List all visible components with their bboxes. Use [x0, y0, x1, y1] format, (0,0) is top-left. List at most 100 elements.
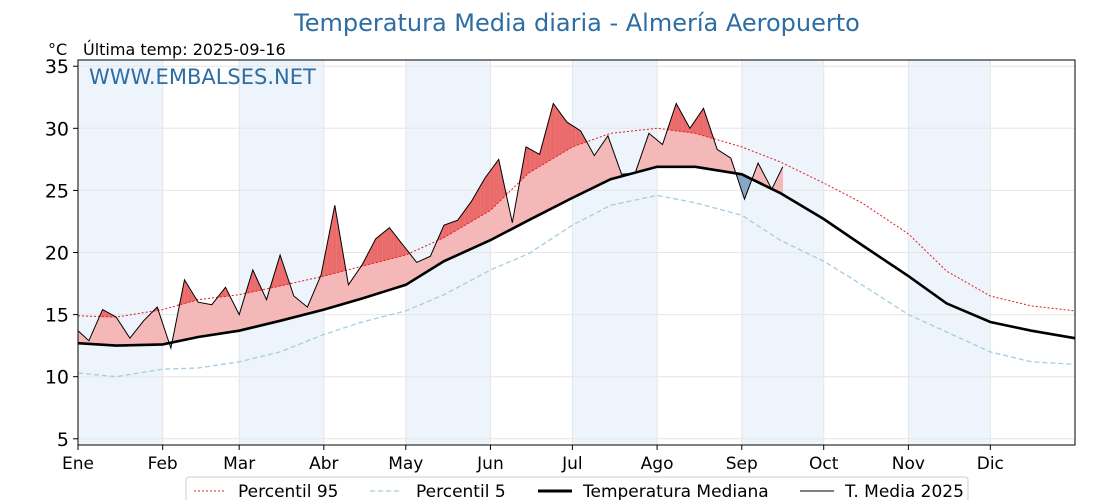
legend-p95-label: Percentil 95 — [238, 482, 338, 500]
y-tick-label: 30 — [45, 118, 69, 140]
above-median-fill — [716, 148, 720, 171]
above-median-fill — [204, 303, 208, 337]
legend-current-label: T. Media 2025 — [844, 482, 964, 500]
legend: Percentil 95 Percentil 5 Temperatura Med… — [185, 476, 969, 500]
above-median-fill — [648, 132, 652, 170]
above-p95-fill — [382, 230, 386, 262]
series-lines — [77, 102, 1076, 378]
above-median-fill — [591, 151, 595, 189]
above-median-fill — [596, 148, 600, 187]
above-median-fill — [141, 320, 144, 346]
above-median-fill — [726, 154, 729, 173]
above-median-fill — [411, 255, 415, 282]
above-p95-fill — [448, 222, 452, 236]
above-median-fill — [293, 295, 297, 318]
p5-line — [77, 194, 1076, 378]
above-p95-fill — [446, 223, 449, 237]
x-tick-label: Ago — [641, 454, 674, 474]
above-median-fill — [207, 303, 210, 336]
above-p95-fill — [525, 146, 529, 177]
above-p95-fill — [475, 188, 479, 220]
above-p95-fill — [391, 229, 395, 259]
above-p95-fill — [443, 223, 447, 239]
above-median-fill — [113, 315, 117, 346]
above-p95-fill — [384, 228, 388, 261]
above-p95-fill — [534, 151, 538, 170]
above-p95-fill — [477, 184, 481, 218]
watermark: WWW.EMBALSES.NET — [89, 65, 316, 89]
above-median-fill — [587, 143, 590, 191]
above-median-fill — [150, 311, 153, 345]
x-tick-label: Nov — [892, 454, 925, 474]
above-p95-fill — [530, 148, 534, 173]
above-p95-fill — [496, 158, 499, 206]
above-p95-fill — [450, 221, 454, 235]
above-median-fill — [598, 144, 602, 186]
above-p95-fill — [393, 232, 397, 259]
x-tick-label: Ene — [62, 454, 94, 474]
above-median-fill — [357, 267, 361, 301]
above-median-fill — [227, 291, 231, 333]
above-median-fill — [655, 138, 659, 168]
above-p95-fill — [527, 147, 531, 174]
above-median-fill — [582, 134, 586, 194]
above-median-fill — [600, 141, 604, 185]
above-p95-fill — [493, 161, 497, 208]
above-median-fill — [584, 138, 588, 193]
above-p95-fill — [487, 171, 490, 213]
above-p95-fill — [375, 236, 379, 263]
y-tick-label: 35 — [45, 56, 69, 78]
current-year-line — [77, 102, 784, 351]
above-median-fill — [721, 151, 725, 172]
chart-title: Temperatura Media diaria - Almería Aerop… — [293, 9, 860, 37]
above-median-fill — [354, 270, 358, 301]
x-tick-label: Sep — [726, 454, 758, 474]
above-median-fill — [216, 295, 219, 335]
above-median-fill — [594, 151, 597, 188]
above-p95-fill — [562, 115, 565, 154]
above-median-fill — [195, 297, 199, 338]
above-median-fill — [589, 147, 593, 190]
y-tick-label: 20 — [45, 243, 69, 265]
p95-line — [77, 127, 1076, 318]
x-axis: Ene Feb Mar Abr May Jun Jul Ago Sep Oct Nov Dic — [62, 445, 1004, 474]
above-median-fill — [109, 312, 112, 346]
above-p95-fill — [482, 177, 486, 216]
above-median-fill — [660, 142, 663, 168]
above-median-fill — [218, 292, 222, 335]
x-tick-label: May — [388, 454, 423, 474]
above-p95-fill — [553, 102, 556, 159]
above-p95-fill — [571, 124, 575, 148]
x-tick-label: Jul — [561, 454, 583, 474]
x-tick-label: Abr — [309, 454, 338, 474]
above-p95-fill — [575, 127, 579, 146]
y-tick-label: 25 — [45, 180, 69, 202]
above-p95-fill — [380, 232, 383, 262]
above-median-fill — [650, 134, 654, 169]
legend-median-label: Temperatura Mediana — [582, 482, 769, 500]
above-median-fill — [407, 250, 411, 285]
y-tick-label: 5 — [57, 429, 69, 451]
above-median-fill — [728, 156, 732, 173]
above-median-fill — [259, 284, 263, 327]
above-p95-fill — [573, 125, 577, 147]
above-p95-fill — [389, 226, 392, 260]
above-p95-fill — [480, 180, 483, 217]
above-p95-fill — [568, 123, 572, 150]
median-line — [77, 165, 1076, 347]
above-p95-fill — [491, 164, 495, 210]
above-median-fill — [605, 134, 609, 183]
above-p95-fill — [484, 174, 488, 214]
above-median-fill — [111, 314, 115, 346]
above-median-fill — [352, 274, 356, 302]
above-median-fill — [202, 302, 206, 337]
above-median-fill — [653, 136, 656, 169]
above-median-fill — [295, 297, 299, 318]
above-median-fill — [154, 306, 158, 345]
above-median-fill — [145, 315, 149, 346]
above-median-fill — [209, 303, 213, 336]
above-p95-fill — [578, 128, 581, 146]
y-axis: 5 10 15 20 25 30 35 — [45, 56, 78, 451]
above-median-fill — [213, 298, 217, 335]
above-p95-fill — [489, 167, 493, 212]
